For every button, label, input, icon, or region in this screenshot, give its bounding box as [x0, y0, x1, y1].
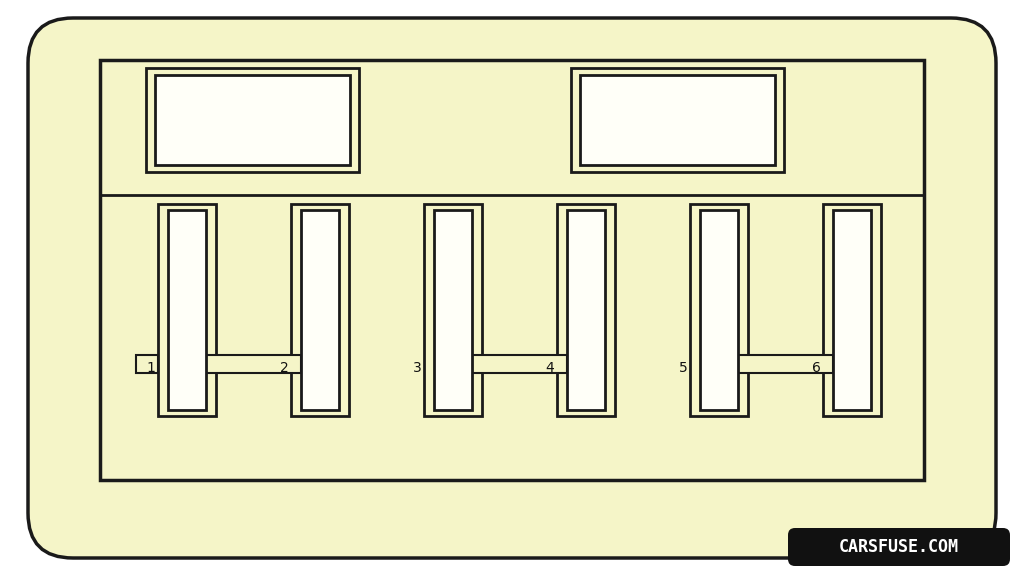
- Text: 6: 6: [812, 361, 820, 375]
- Bar: [158, 204, 215, 416]
- Bar: [580, 75, 775, 165]
- Text: 4: 4: [546, 361, 555, 375]
- Text: 5: 5: [679, 361, 687, 375]
- Text: CARSFUSE.COM: CARSFUSE.COM: [839, 538, 959, 556]
- Bar: [291, 204, 348, 416]
- Bar: [155, 75, 350, 165]
- Bar: [206, 355, 300, 373]
- FancyBboxPatch shape: [788, 528, 1010, 566]
- Text: 1: 1: [146, 361, 156, 375]
- Bar: [556, 204, 614, 416]
- Bar: [168, 210, 206, 410]
- Bar: [424, 204, 481, 416]
- Bar: [471, 355, 566, 373]
- Text: 2: 2: [280, 361, 289, 375]
- Bar: [566, 210, 604, 410]
- Bar: [100, 60, 924, 480]
- Text: 3: 3: [413, 361, 422, 375]
- Bar: [699, 210, 737, 410]
- Bar: [822, 204, 881, 416]
- Bar: [135, 355, 158, 373]
- Bar: [300, 210, 339, 410]
- Bar: [433, 210, 471, 410]
- Bar: [146, 68, 359, 172]
- Bar: [571, 68, 784, 172]
- Bar: [833, 210, 870, 410]
- FancyBboxPatch shape: [28, 18, 996, 558]
- Bar: [737, 355, 833, 373]
- Bar: [689, 204, 748, 416]
